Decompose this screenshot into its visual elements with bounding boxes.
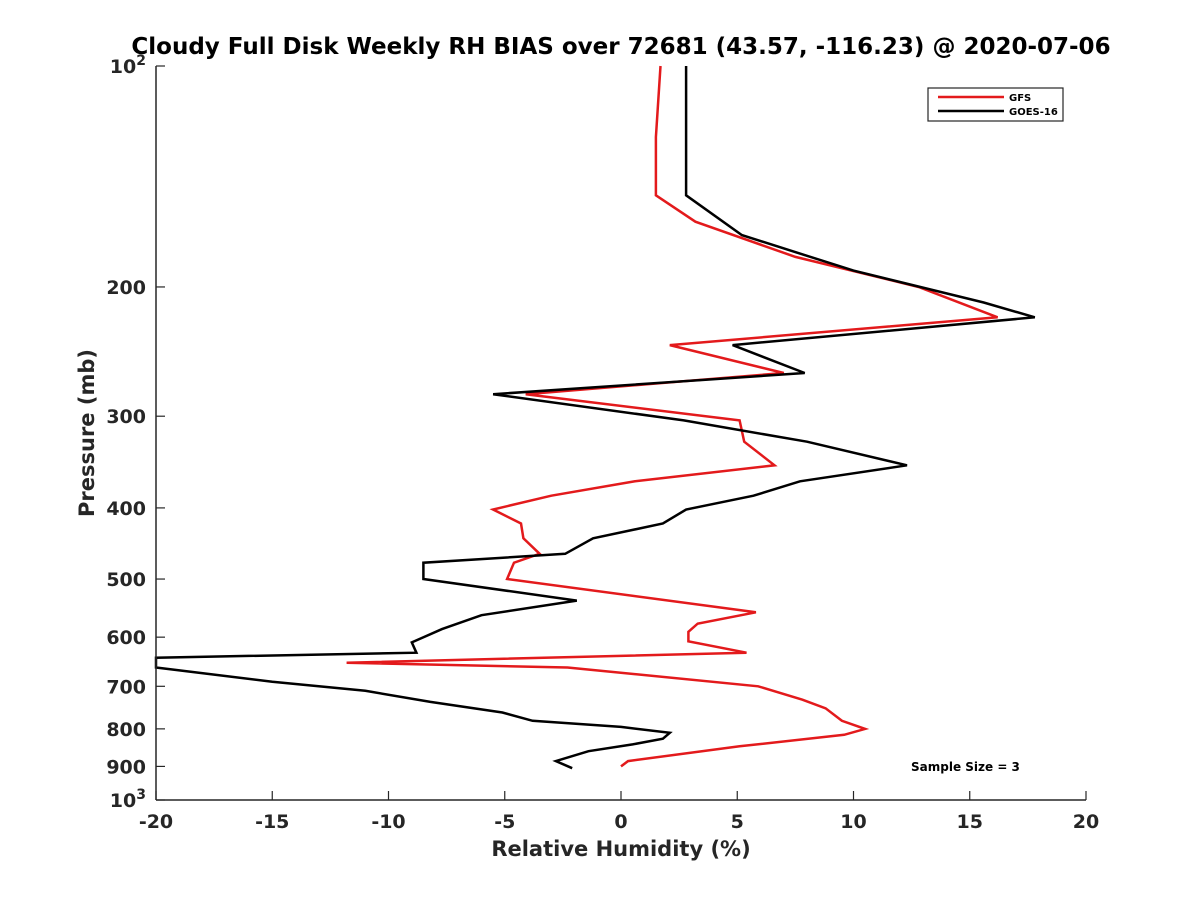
y-tick-label: 500 bbox=[106, 569, 146, 591]
x-tick-label: 20 bbox=[1073, 811, 1099, 833]
x-tick-label: -15 bbox=[255, 811, 289, 833]
y-tick-label: 700 bbox=[106, 676, 146, 698]
y-tick-label: 200 bbox=[106, 277, 146, 299]
x-tick-label: -10 bbox=[371, 811, 405, 833]
x-axis-label: Relative Humidity (%) bbox=[491, 837, 750, 861]
legend-label-goes16: GOES-16 bbox=[1009, 107, 1058, 118]
x-tick-label: 0 bbox=[614, 811, 627, 833]
x-tick-label: -5 bbox=[494, 811, 515, 833]
chart-title: Cloudy Full Disk Weekly RH BIAS over 726… bbox=[131, 34, 1110, 60]
y-axis-ticks: 102 200 300 400 500 600 700 800 900 103 bbox=[106, 53, 165, 812]
y-tick-label: 900 bbox=[106, 756, 146, 778]
x-tick-label: -20 bbox=[139, 811, 173, 833]
y-tick-label: 102 bbox=[110, 53, 146, 78]
y-tick-label: 300 bbox=[106, 406, 146, 428]
x-tick-label: 10 bbox=[840, 811, 866, 833]
series-line-gfs bbox=[346, 65, 999, 768]
y-axis-label: Pressure (mb) bbox=[75, 349, 99, 517]
x-tick-label: 15 bbox=[957, 811, 983, 833]
y-tick-label: 800 bbox=[106, 719, 146, 741]
y-tick-label: 103 bbox=[110, 787, 146, 812]
x-tick-label: 5 bbox=[731, 811, 744, 833]
y-tick-label: 400 bbox=[106, 498, 146, 520]
legend-box bbox=[927, 87, 1064, 122]
legend-label-gfs: GFS bbox=[1009, 93, 1031, 104]
series-layer bbox=[154, 65, 1036, 770]
legend: GFS GOES-16 bbox=[927, 87, 1064, 122]
y-tick-label: 600 bbox=[106, 627, 146, 649]
series-line-goes16 bbox=[154, 66, 1036, 770]
sample-size-annotation: Sample Size = 3 bbox=[911, 760, 1020, 774]
x-axis-ticks: -20 -15 -10 -5 0 5 10 15 20 bbox=[139, 791, 1099, 833]
